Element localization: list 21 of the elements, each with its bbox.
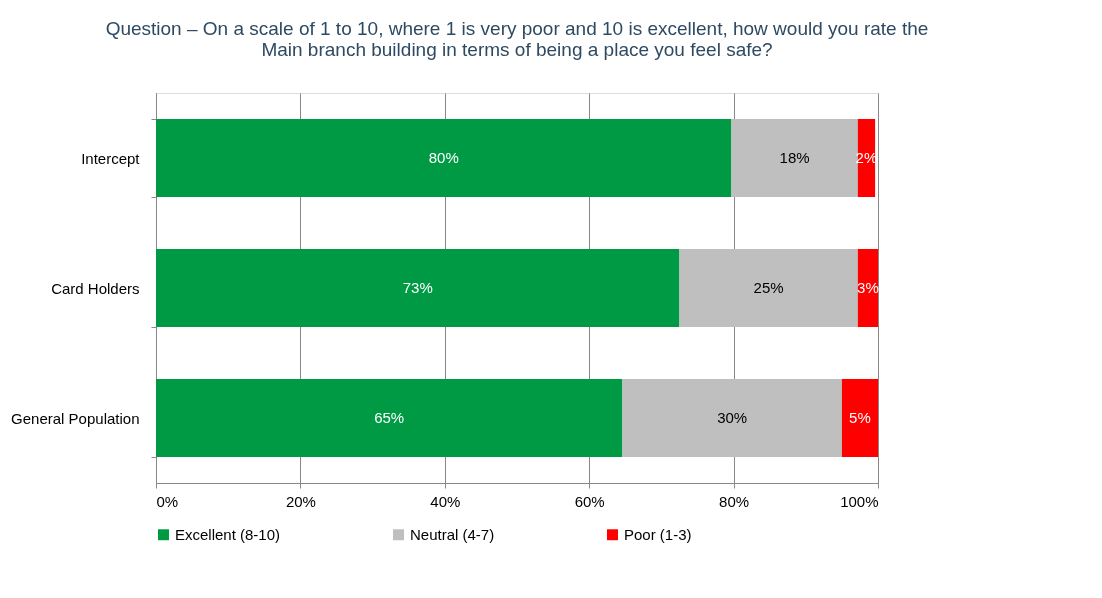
x-tick-label: 40% — [430, 492, 461, 510]
data-label: 73% — [402, 279, 433, 296]
x-tick-label: 60% — [574, 492, 605, 510]
data-label: 30% — [717, 409, 748, 426]
legend-label: Neutral (4-7) — [410, 525, 495, 543]
y-tick-label: General Population — [11, 409, 140, 427]
data-label: 80% — [428, 149, 459, 166]
y-tick-label: Card Holders — [51, 279, 140, 297]
text: Main branch building in terms of being a place you feel safe? — [261, 39, 773, 60]
text: Question – On a scale of 1 to 10, where 1 is very poor and 10 is excellent, how would you rate the — [105, 18, 929, 39]
x-tick-label: 100% — [840, 492, 879, 510]
data-label: 5% — [849, 409, 871, 426]
legend-label: Poor (1-3) — [624, 525, 692, 543]
x-tick-label: 80% — [719, 492, 750, 510]
data-label: 65% — [374, 409, 405, 426]
x-tick-label: 0% — [156, 492, 179, 510]
x-tick-label: 20% — [285, 492, 316, 510]
data-label: 25% — [753, 279, 784, 296]
y-tick-label: Intercept — [81, 149, 141, 167]
data-label: 18% — [779, 149, 810, 166]
legend-label: Excellent (8-10) — [175, 525, 281, 543]
